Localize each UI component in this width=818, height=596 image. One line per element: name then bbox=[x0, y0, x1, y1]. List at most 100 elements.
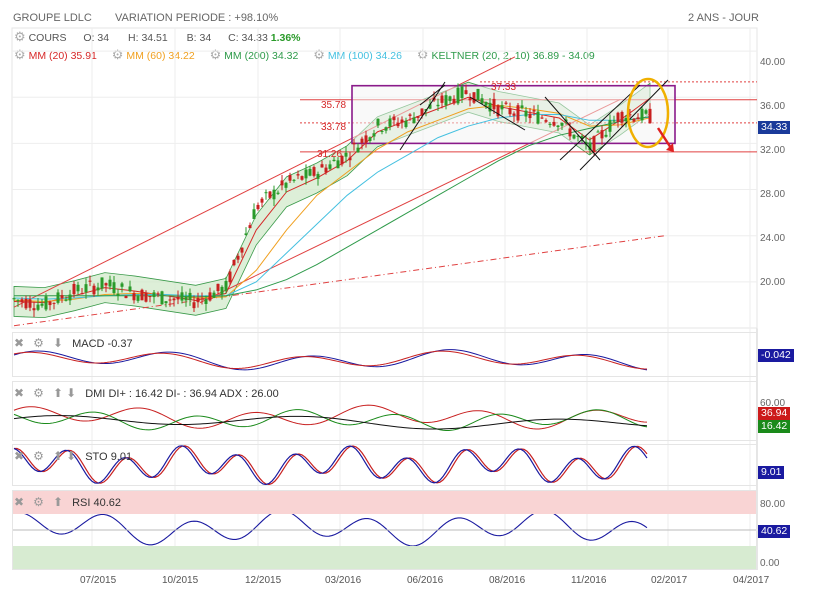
candle-body bbox=[196, 297, 200, 303]
candle-body bbox=[348, 157, 352, 161]
candle-body bbox=[88, 280, 92, 282]
arrow-head bbox=[666, 143, 674, 152]
candle-body bbox=[232, 259, 236, 266]
y-tick: 20.00 bbox=[760, 277, 786, 288]
candle-body bbox=[240, 247, 244, 253]
gear-icon[interactable]: ⚙ bbox=[313, 47, 325, 62]
candle-body bbox=[144, 293, 148, 302]
arrow-up-icon[interactable]: ⬆ bbox=[52, 495, 64, 509]
last-price-tag: 34.33 bbox=[758, 121, 791, 134]
candle-body bbox=[632, 118, 636, 122]
candle-body bbox=[372, 133, 376, 137]
highlight-ellipse bbox=[626, 77, 670, 149]
candle-body bbox=[188, 292, 192, 301]
candle-body bbox=[588, 142, 592, 151]
candle-body bbox=[152, 292, 156, 298]
candle-body bbox=[168, 299, 172, 301]
rsi-tick: 0.00 bbox=[760, 558, 780, 569]
x-tick: 04/2017 bbox=[733, 575, 770, 586]
candle-body bbox=[580, 136, 584, 139]
candle-body bbox=[464, 90, 468, 95]
candle-body bbox=[180, 292, 184, 301]
candle-body bbox=[532, 110, 536, 112]
arrow-down-icon[interactable]: ⬇ bbox=[66, 386, 77, 400]
candle-body bbox=[76, 284, 80, 292]
candle-body bbox=[572, 134, 576, 139]
candle-body bbox=[624, 118, 628, 122]
candle-body bbox=[244, 233, 248, 235]
sto-panel bbox=[12, 444, 757, 486]
arrow-down-icon[interactable]: ⬇ bbox=[52, 336, 64, 350]
candle-body bbox=[520, 105, 524, 108]
macd-signal-line bbox=[13, 350, 648, 370]
y-tick: 28.00 bbox=[760, 189, 786, 200]
gear-icon[interactable]: ⚙ bbox=[33, 386, 44, 400]
candle-body bbox=[408, 114, 412, 116]
rsi-tag: 40.62 bbox=[758, 525, 791, 538]
candle-body bbox=[376, 118, 380, 126]
candle-body bbox=[628, 114, 632, 116]
candle-body bbox=[272, 189, 276, 200]
close-icon[interactable]: ✖ bbox=[14, 386, 25, 400]
close-icon[interactable]: ✖ bbox=[14, 449, 25, 463]
rsi-overbought-zone bbox=[13, 491, 756, 514]
candle-body bbox=[200, 298, 204, 300]
close-icon[interactable]: ✖ bbox=[14, 336, 25, 350]
candle-body bbox=[268, 191, 272, 198]
candle-body bbox=[48, 301, 52, 306]
rsi-tick: 80.00 bbox=[760, 499, 786, 510]
candle-body bbox=[92, 285, 96, 295]
gear-icon[interactable]: ⚙ bbox=[14, 29, 26, 44]
sto-line bbox=[13, 445, 648, 486]
candle-body bbox=[416, 116, 420, 118]
candle-body bbox=[256, 204, 260, 210]
candle-body bbox=[284, 182, 288, 188]
candle-body bbox=[528, 113, 532, 119]
x-tick: 06/2016 bbox=[407, 575, 444, 586]
candle-body bbox=[12, 298, 16, 300]
candle-body bbox=[444, 95, 448, 106]
arrow-up-icon[interactable]: ⬆ bbox=[52, 386, 64, 400]
candle-body bbox=[276, 192, 280, 194]
low-value: B: 34 bbox=[186, 32, 212, 44]
gear-icon[interactable]: ⚙ bbox=[33, 495, 44, 509]
period-selector[interactable]: 2 ANS - JOUR bbox=[688, 12, 759, 24]
candle-body bbox=[360, 138, 364, 143]
close-icon[interactable]: ✖ bbox=[14, 495, 25, 509]
pattern-line bbox=[544, 96, 601, 161]
candle-body bbox=[640, 108, 644, 121]
candle-body bbox=[192, 302, 196, 309]
arrow-up-icon[interactable]: ⬆ bbox=[52, 449, 64, 463]
candle-body bbox=[20, 299, 24, 303]
candle-body bbox=[536, 111, 540, 124]
candle-body bbox=[636, 117, 640, 120]
candle-body bbox=[392, 116, 396, 121]
candle-body bbox=[340, 155, 344, 165]
gear-icon[interactable]: ⚙ bbox=[209, 47, 222, 62]
candle-body bbox=[592, 136, 596, 152]
candle-body bbox=[364, 135, 368, 143]
gear-icon[interactable]: ⚙ bbox=[33, 336, 44, 350]
arrow-line bbox=[656, 127, 673, 149]
candle-body bbox=[600, 130, 604, 139]
trendline bbox=[13, 235, 666, 327]
arrow-down-icon[interactable]: ⬇ bbox=[66, 449, 77, 463]
candle-body bbox=[352, 142, 356, 145]
gear-icon[interactable]: ⚙ bbox=[14, 47, 26, 62]
candle-body bbox=[436, 104, 440, 107]
pattern-line bbox=[579, 79, 669, 171]
candle-body bbox=[72, 283, 76, 295]
candle-body bbox=[356, 147, 360, 153]
candle-body bbox=[24, 298, 28, 309]
candle-body bbox=[484, 102, 488, 106]
candle-body bbox=[472, 92, 476, 103]
candle-body bbox=[440, 95, 444, 103]
candle-body bbox=[64, 299, 68, 301]
gear-icon[interactable]: ⚙ bbox=[111, 47, 124, 62]
candle-body bbox=[36, 304, 40, 310]
rsi-panel bbox=[12, 490, 757, 570]
candle-body bbox=[616, 112, 620, 122]
candle-body bbox=[524, 110, 528, 117]
gear-icon[interactable]: ⚙ bbox=[33, 449, 44, 463]
candle-body bbox=[448, 96, 452, 101]
